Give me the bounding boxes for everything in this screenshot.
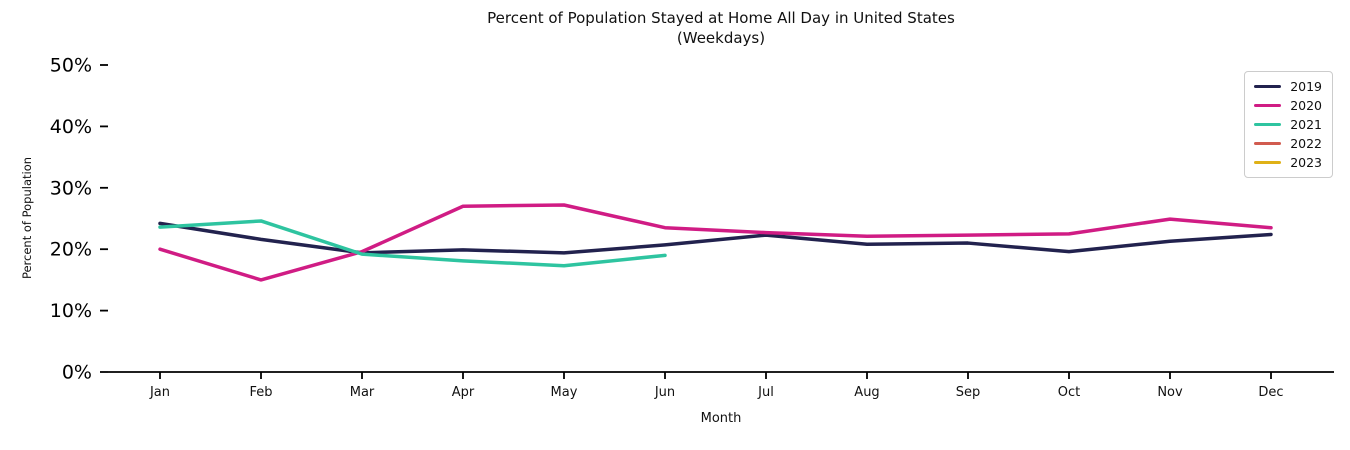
legend-label-2019: 2019 — [1290, 79, 1322, 94]
x-tick-label: Dec — [1258, 385, 1283, 400]
x-tick-label: Sep — [956, 385, 981, 400]
legend-label-2022: 2022 — [1290, 136, 1322, 151]
x-tick-label: Oct — [1058, 385, 1080, 400]
series-line-2021 — [158, 219, 667, 268]
legend-item-2020: 2020 — [1254, 99, 1322, 112]
x-axis-label: Month — [700, 411, 742, 426]
x-tick-label: Apr — [452, 385, 475, 400]
x-tick-label: Jun — [654, 385, 675, 400]
x-tick-label: Jan — [149, 385, 170, 400]
chart-subtitle: (Weekdays) — [676, 29, 766, 47]
series-line-2020 — [158, 203, 1273, 282]
legend-swatch-2019 — [1254, 85, 1282, 88]
x-tick-label: Feb — [249, 385, 272, 400]
y-tick-label: 10% — [50, 300, 92, 322]
x-tick-label: Mar — [350, 385, 375, 400]
y-tick-label: 40% — [50, 116, 92, 138]
legend-item-2023: 2023 — [1254, 156, 1322, 169]
y-tick-label: 0% — [62, 362, 92, 384]
y-tick-label: 30% — [50, 177, 92, 199]
legend-swatch-2022 — [1254, 142, 1282, 145]
chart-title: Percent of Population Stayed at Home All… — [487, 9, 955, 27]
chart-title-block: Percent of Population Stayed at Home All… — [108, 8, 1334, 48]
x-tick-label: Aug — [854, 385, 879, 400]
legend-swatch-2020 — [1254, 104, 1282, 107]
legend-item-2019: 2019 — [1254, 80, 1322, 93]
x-tick-label: Nov — [1157, 385, 1183, 400]
legend-label-2021: 2021 — [1290, 117, 1322, 132]
legend-swatch-2023 — [1254, 161, 1282, 164]
y-tick-label: 50% — [50, 55, 92, 77]
x-tick-label: Jul — [757, 385, 774, 400]
legend: 2019 2020 2021 2022 2023 — [1244, 71, 1333, 178]
legend-item-2021: 2021 — [1254, 118, 1322, 131]
legend-swatch-2021 — [1254, 123, 1282, 126]
x-tick-label: May — [551, 385, 578, 400]
legend-label-2023: 2023 — [1290, 155, 1322, 170]
y-tick-label: 20% — [50, 239, 92, 261]
legend-label-2020: 2020 — [1290, 98, 1322, 113]
series-line-2019 — [158, 221, 1273, 255]
legend-item-2022: 2022 — [1254, 137, 1322, 150]
